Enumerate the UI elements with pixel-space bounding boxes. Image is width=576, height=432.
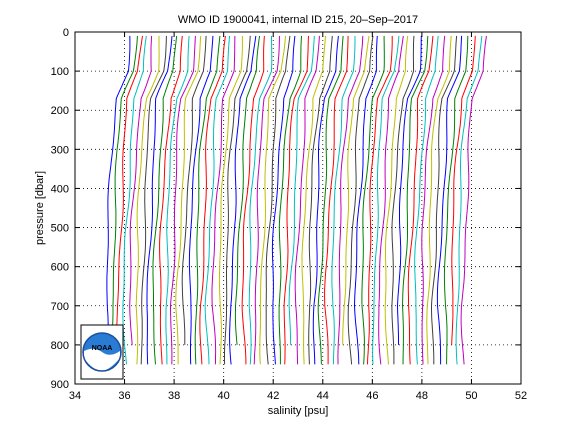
y-tick-label: 100	[51, 66, 69, 78]
profile-series-line	[396, 35, 422, 345]
profile-series-line	[165, 35, 190, 365]
x-axis-label: salinity [psu]	[268, 405, 329, 417]
profile-series-line	[152, 35, 178, 365]
profile-series-line	[116, 35, 143, 365]
profile-series-line	[312, 35, 339, 365]
y-tick-label: 200	[51, 105, 69, 117]
profile-series-line	[110, 35, 138, 365]
noaa-logo-text: NOAA	[92, 345, 113, 352]
profile-series-line	[122, 35, 147, 365]
profile-series-line	[324, 35, 349, 365]
profile-series-line	[421, 35, 446, 365]
profile-series-line	[361, 35, 385, 365]
profile-series-line	[181, 35, 207, 345]
x-tick-label: 46	[366, 390, 378, 402]
profile-series-line	[199, 35, 226, 365]
profile-series-line	[135, 35, 160, 365]
profile-series-line	[288, 35, 315, 345]
noaa-logo-bird-icon	[84, 348, 120, 371]
profile-series-line	[407, 35, 434, 365]
profile-series-line	[384, 35, 409, 365]
y-axis-label: pressure [dbar]	[34, 171, 46, 245]
profile-series-line	[347, 35, 374, 365]
profile-series-line	[317, 35, 344, 365]
profile-series-line	[342, 35, 370, 345]
noaa-logo-lower	[82, 332, 122, 372]
x-tick-label: 42	[267, 390, 279, 402]
x-tick-label: 36	[118, 390, 130, 402]
noaa-logo: NOAA	[80, 324, 124, 380]
profile-series-line	[106, 35, 131, 365]
profile-series-line	[451, 35, 476, 345]
profile-series-line	[259, 35, 286, 365]
profile-series-line	[283, 35, 309, 365]
x-tick-label: 34	[69, 390, 81, 402]
x-tick-label: 40	[218, 390, 230, 402]
profile-series-line	[211, 35, 236, 365]
profile-series-line	[455, 35, 483, 365]
profile-series-line	[253, 35, 280, 365]
profile-series-line	[391, 35, 415, 365]
profile-series-line	[367, 35, 393, 365]
y-tick-label: 300	[51, 144, 69, 156]
profile-series-line	[140, 35, 167, 365]
x-tick-label: 48	[416, 390, 428, 402]
profile-series-line	[308, 35, 333, 365]
profile-series-line	[175, 35, 202, 365]
axes-box	[74, 31, 522, 385]
y-tick-label: 800	[51, 340, 69, 352]
y-tick-label: 600	[51, 262, 69, 274]
chart-title: WMO ID 1900041, internal ID 215, 20–Sep–…	[178, 14, 418, 26]
axis-ticks: 34 36 38 40 42 44 46 48 50 52 0 100 200 300 400 500 600 7…	[51, 27, 527, 402]
profile-series-line	[436, 35, 463, 365]
profile-series-line	[431, 35, 458, 365]
profile-series-line	[294, 35, 320, 365]
profile-series-line	[401, 35, 429, 365]
profile-series-line	[301, 35, 326, 365]
profile-series-line	[229, 35, 257, 365]
y-tick-label: 0	[63, 27, 69, 39]
profile-series-line	[353, 35, 378, 365]
profile-series-line	[241, 35, 265, 365]
profile-series-line	[414, 35, 439, 365]
y-tick-label: 700	[51, 301, 69, 313]
profile-series-line	[271, 35, 296, 365]
profile-series-line	[248, 35, 273, 365]
x-tick-label: 52	[515, 390, 527, 402]
profile-series-line	[159, 35, 183, 365]
y-tick-label: 400	[51, 183, 69, 195]
profile-series-line	[265, 35, 291, 365]
profile-series-line	[218, 35, 243, 365]
profile-series-line	[443, 35, 469, 365]
profile-series-line	[278, 35, 302, 365]
profile-series-line	[146, 35, 173, 365]
profile-series-line	[194, 35, 221, 365]
profile-series-line	[234, 35, 261, 345]
profile-series-line	[170, 35, 196, 365]
x-tick-label: 38	[168, 390, 180, 402]
profile-series-line	[460, 35, 487, 365]
y-tick-label: 500	[51, 223, 69, 235]
profile-series-line	[372, 35, 400, 365]
y-tick-label: 900	[51, 379, 69, 391]
x-tick-label: 44	[317, 390, 329, 402]
series-group	[106, 35, 487, 365]
profile-series-line	[378, 35, 404, 365]
profile-series-line	[224, 35, 251, 365]
x-tick-label: 50	[465, 390, 477, 402]
profile-series-line	[337, 35, 364, 365]
profile-series-line	[204, 35, 231, 365]
profile-series-line	[129, 35, 153, 345]
profile-series-line	[426, 35, 452, 365]
profile-series-line	[188, 35, 214, 365]
profile-series-line	[331, 35, 356, 365]
